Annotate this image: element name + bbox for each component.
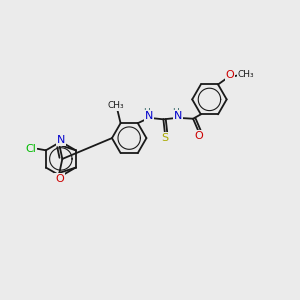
- Text: Cl: Cl: [26, 144, 37, 154]
- Text: N: N: [174, 111, 182, 121]
- Text: H: H: [143, 108, 150, 117]
- Text: O: O: [225, 70, 234, 80]
- Text: O: O: [55, 174, 64, 184]
- Text: N: N: [145, 111, 153, 121]
- Text: CH₃: CH₃: [238, 70, 254, 79]
- Text: H: H: [172, 108, 178, 117]
- Text: N: N: [57, 135, 65, 145]
- Text: O: O: [195, 131, 203, 141]
- Text: CH₃: CH₃: [108, 101, 124, 110]
- Text: S: S: [161, 133, 168, 143]
